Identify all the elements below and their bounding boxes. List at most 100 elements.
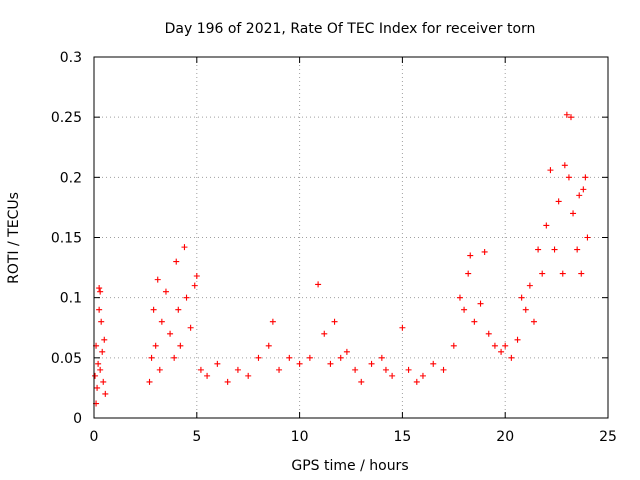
data-point [358,378,365,385]
data-point [255,354,262,361]
x-axis-label: GPS time / hours [291,458,408,474]
data-point [177,342,184,349]
data-point [95,360,102,367]
data-point [467,252,474,259]
x-tick-label: 10 [291,429,309,445]
data-point [419,372,426,379]
data-point [265,342,272,349]
data-point [514,336,521,343]
data-point [187,324,194,331]
data-point [481,248,488,255]
data-point [158,318,165,325]
data-point [173,258,180,265]
data-point [578,270,585,277]
data-point [154,276,161,283]
data-point [530,318,537,325]
data-point [508,354,515,361]
data-point [471,318,478,325]
data-point [306,354,313,361]
data-point [430,360,437,367]
data-point [547,167,554,174]
data-point [167,330,174,337]
data-point [152,342,159,349]
y-tick-label: 0 [73,411,82,427]
y-tick-label: 0.1 [60,291,82,307]
axis-ticks: 0 5 10 15 20 25 0 0.05 0.1 0.15 0.2 0.25 0.3 [51,50,617,445]
y-tick-label: 0.2 [60,170,82,186]
data-point [382,366,389,373]
data-point [224,378,231,385]
data-point [92,372,99,379]
data-point [502,342,509,349]
y-tick-label: 0.05 [51,351,82,367]
data-point [150,306,157,313]
x-tick-label: 20 [496,429,514,445]
data-point [561,162,568,169]
data-point [343,348,350,355]
data-point [378,354,385,361]
data-points [92,111,591,407]
x-tick-label: 0 [90,429,99,445]
data-point [276,366,283,373]
data-point [183,294,190,301]
y-tick-label: 0.15 [51,231,82,247]
x-tick-label: 15 [393,429,411,445]
data-point [352,366,359,373]
data-point [522,306,529,313]
data-point [296,360,303,367]
data-point [331,318,338,325]
data-point [563,111,570,118]
data-point [526,282,533,289]
data-point [162,288,169,295]
data-point [570,210,577,217]
data-point [413,378,420,385]
data-point [477,300,484,307]
data-point [389,372,396,379]
data-point [193,273,200,280]
data-point [100,378,107,385]
data-point [518,294,525,301]
data-point [461,306,468,313]
x-tick-label: 25 [599,429,617,445]
data-point [156,366,163,373]
data-point [551,246,558,253]
data-point [574,246,581,253]
data-point [286,354,293,361]
data-point [535,246,542,253]
data-point [543,222,550,229]
data-point [214,360,221,367]
data-point [94,384,101,391]
data-point [498,348,505,355]
data-point [440,366,447,373]
data-point [405,366,412,373]
data-point [456,294,463,301]
data-point [321,330,328,337]
data-point [465,270,472,277]
data-point [171,354,178,361]
data-point [191,282,198,289]
data-point [146,378,153,385]
data-point [175,306,182,313]
chart-title: Day 196 of 2021, Rate Of TEC Index for r… [165,21,536,37]
data-point [97,366,104,373]
data-point [148,354,155,361]
data-point [99,348,106,355]
data-point [98,318,105,325]
y-tick-label: 0.25 [51,110,82,126]
data-point [337,354,344,361]
data-point [565,174,572,181]
data-point [584,234,591,241]
data-point [181,244,188,251]
data-point [580,186,587,193]
data-point [555,198,562,205]
data-point [539,270,546,277]
x-tick-label: 5 [192,429,201,445]
data-point [485,330,492,337]
data-point [399,324,406,331]
data-point [327,360,334,367]
data-point [245,372,252,379]
data-point [101,336,108,343]
y-axis-label: ROTI / TECUs [6,192,22,284]
y-tick-label: 0.3 [60,50,82,66]
